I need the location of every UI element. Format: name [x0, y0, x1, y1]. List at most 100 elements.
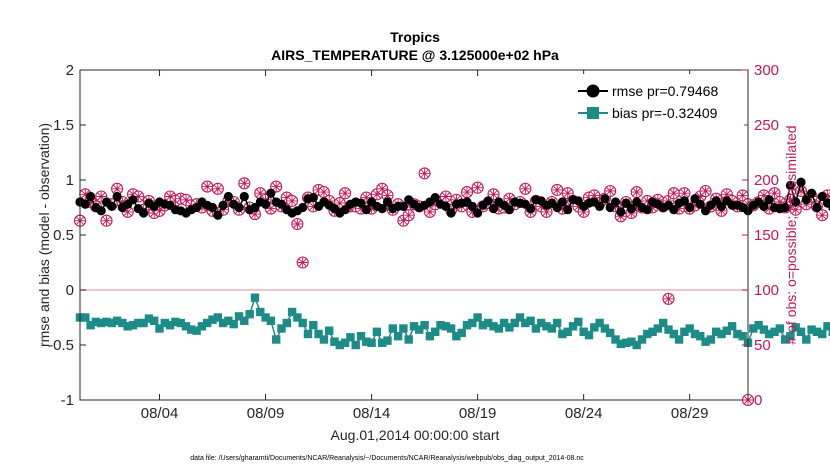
rmse-point: [218, 200, 228, 210]
rmse-point: [430, 193, 440, 203]
obs-assimilated-cross: [133, 191, 144, 202]
bias-point: [738, 332, 747, 341]
rmse-point: [796, 177, 806, 187]
bias-point: [218, 318, 228, 328]
bias-point: [81, 313, 90, 322]
rmse-point: [780, 202, 790, 213]
bias-point: [584, 330, 594, 340]
bias-point: [293, 313, 302, 322]
obs-assimilated-cross: [112, 184, 122, 194]
obs-assimilated-cross: [690, 200, 700, 211]
obs-count-point: [519, 182, 532, 195]
legend-rmse-label: rmse pr=0.79468: [612, 83, 718, 99]
rmse-point: [361, 205, 371, 215]
obs-assimilated-cross: [822, 190, 830, 201]
obs-assimilated-cross: [85, 197, 96, 207]
bias-point: [706, 335, 716, 344]
bias-point: [468, 318, 477, 328]
y2-axis-ticks: 0 50 100 150 200 250 300: [742, 62, 779, 409]
bias-point: [494, 324, 503, 333]
rmse-point: [488, 204, 499, 214]
rmse-point: [764, 195, 774, 205]
bias-point: [478, 321, 488, 330]
y-tick-label: 1.5: [53, 117, 74, 134]
bias-point: [123, 322, 132, 331]
rmse-point: [308, 193, 318, 203]
bias-point: [250, 293, 260, 302]
bias-point: [192, 326, 201, 335]
rmse-point: [785, 180, 796, 191]
bias-point: [388, 324, 397, 333]
y2-tick-label: 300: [754, 62, 779, 79]
bias-point: [796, 327, 806, 336]
bias-point: [722, 326, 731, 335]
y2-tick-label: 50: [754, 337, 771, 354]
bias-series: [75, 293, 830, 350]
obs-assimilated-cross: [769, 188, 780, 198]
bias-point: [600, 324, 610, 333]
bias-point: [404, 335, 413, 344]
obs-assimilated-cross: [356, 203, 366, 214]
obs-count-point: [662, 292, 675, 305]
obs-assimilated-cross: [504, 193, 515, 204]
bias-point: [823, 322, 830, 331]
rmse-point: [207, 202, 218, 213]
bias-point: [330, 337, 339, 346]
obs-count-point: [667, 187, 680, 200]
rmse-point: [759, 201, 769, 211]
y2-tick-label: 0: [754, 392, 762, 409]
obs-assimilated-cross: [578, 207, 589, 217]
rmse-point: [80, 199, 90, 209]
bias-point: [552, 318, 562, 328]
bias-point: [648, 327, 657, 336]
bias-point: [431, 327, 440, 336]
obs-assimilated-cross: [403, 210, 414, 220]
bias-point: [812, 327, 822, 336]
obs-count-point: [487, 188, 500, 201]
rmse-point: [473, 208, 483, 218]
bias-point: [606, 328, 615, 338]
obs-assimilated-cross: [281, 192, 292, 203]
bias-point: [97, 318, 106, 328]
obs-assimilated-cross: [775, 197, 785, 207]
bias-point: [203, 318, 212, 328]
obs-assimilated-cross: [817, 210, 828, 220]
bias-point: [770, 327, 779, 336]
rmse-series: [75, 177, 830, 220]
obs-assimilated-cross: [308, 201, 319, 212]
rmse-point: [441, 201, 451, 211]
bias-point: [717, 329, 726, 339]
bias-point: [150, 316, 159, 325]
obs-count-point: [291, 217, 304, 231]
obs-assimilated-cross: [366, 203, 377, 214]
bias-point: [515, 313, 525, 322]
bias-point: [102, 317, 111, 327]
y-tick-label: 1: [66, 172, 74, 189]
bias-point: [165, 321, 175, 330]
bias-point: [234, 312, 244, 321]
bias-point: [171, 317, 180, 327]
legend-bias-marker: [587, 107, 599, 119]
bias-point: [616, 339, 625, 349]
bias-point: [319, 335, 329, 344]
obs-assimilated-cross: [197, 202, 207, 213]
obs-assimilated-cross: [250, 209, 260, 219]
y-tick-label: 0.5: [53, 227, 74, 244]
bias-point: [621, 338, 631, 347]
bias-point: [590, 323, 599, 332]
obs-assimilated-cross: [790, 204, 801, 215]
obs-count-point: [402, 209, 415, 222]
bias-point: [457, 328, 466, 338]
bias-point: [378, 338, 387, 347]
bias-point: [240, 316, 249, 325]
bias-point: [229, 319, 238, 329]
bias-point: [659, 318, 668, 328]
rmse-point: [298, 202, 308, 213]
bias-point: [786, 332, 795, 341]
rmse-point: [817, 191, 827, 202]
obs-assimilated-cross: [472, 182, 483, 193]
bias-point: [197, 322, 207, 331]
rmse-point: [642, 205, 652, 215]
obs-assimilated-cross: [605, 186, 615, 196]
bias-point: [409, 322, 419, 331]
